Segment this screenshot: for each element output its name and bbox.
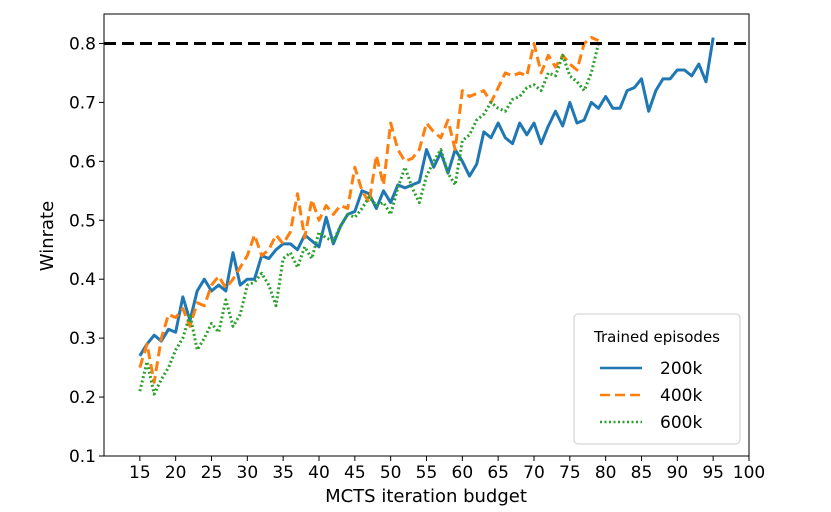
x-axis-label: MCTS iteration budget (325, 486, 527, 507)
y-ticks: 0.1 0.2 0.3 0.4 0.5 0.6 0.7 0.8 (69, 34, 104, 467)
legend: Trained episodes 200k 400k 600k (573, 313, 741, 445)
x-tick-label: 50 (380, 463, 402, 483)
series-line-600k (138, 43, 600, 396)
y-tick-label: 0.8 (69, 34, 96, 54)
x-tick-label: 55 (416, 463, 438, 483)
x-tick-label: 85 (631, 463, 653, 483)
x-tick-label: 30 (237, 463, 259, 483)
series-line-400k (138, 36, 600, 384)
y-tick-label: 0.2 (69, 388, 96, 408)
legend-label-600k: 600k (660, 413, 702, 433)
x-ticks: 15 20 25 30 35 40 45 50 55 60 65 70 75 80 85 90 95 100 (129, 456, 765, 483)
x-tick-label: 60 (452, 463, 474, 483)
y-tick-label: 0.1 (69, 447, 96, 467)
x-tick-label: 75 (559, 463, 581, 483)
x-tick-label: 80 (595, 463, 617, 483)
x-tick-label: 65 (487, 463, 509, 483)
x-tick-label: 25 (201, 463, 223, 483)
x-tick-label: 15 (129, 463, 151, 483)
y-tick-label: 0.6 (69, 152, 96, 172)
x-tick-label: 20 (165, 463, 187, 483)
y-axis-label: Winrate (37, 201, 58, 271)
x-tick-label: 90 (667, 463, 689, 483)
series-line-200k (138, 37, 715, 357)
y-tick-label: 0.5 (69, 211, 96, 231)
y-tick-label: 0.4 (69, 270, 96, 290)
legend-box (573, 313, 741, 445)
legend-label-400k: 400k (660, 386, 702, 406)
x-tick-label: 45 (344, 463, 366, 483)
x-tick-label: 100 (733, 463, 765, 483)
legend-entries: 200k 400k 600k (600, 359, 702, 433)
x-tick-label: 70 (523, 463, 545, 483)
x-tick-label: 40 (308, 463, 330, 483)
x-tick-label: 95 (702, 463, 724, 483)
series-layer (138, 36, 715, 396)
y-tick-label: 0.3 (69, 329, 96, 349)
y-tick-label: 0.7 (69, 93, 96, 113)
legend-title: Trained episodes (593, 328, 720, 346)
x-tick-label: 35 (272, 463, 294, 483)
legend-label-200k: 200k (660, 359, 702, 379)
